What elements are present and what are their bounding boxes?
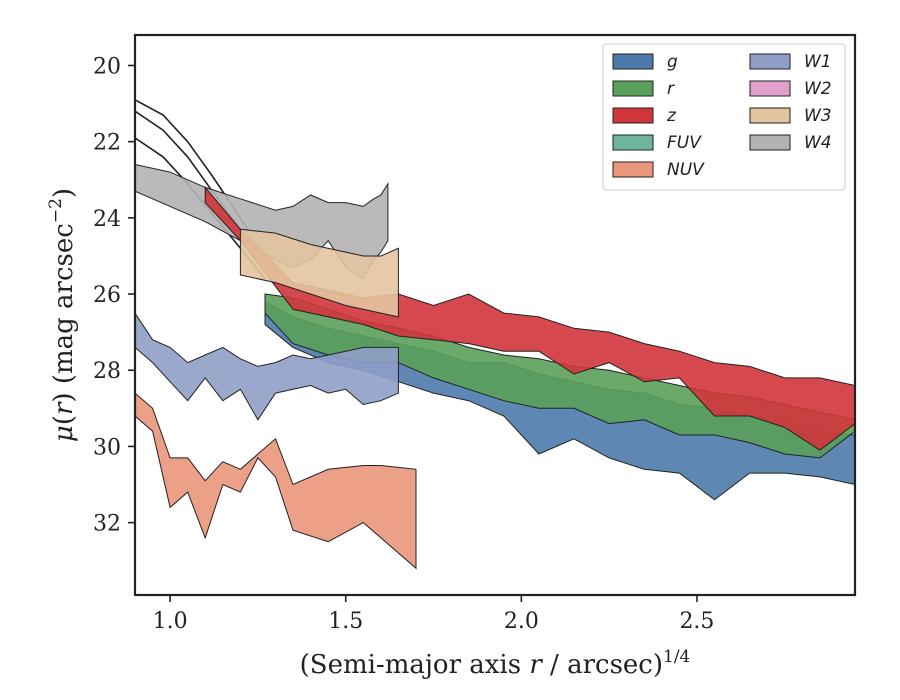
x-tick-label: 2.5 [679, 609, 714, 634]
legend-label-z: z [666, 106, 677, 126]
legend-label-w1: W1 [804, 52, 832, 72]
legend-label-nuv: NUV [667, 160, 705, 180]
y-tick-label: 32 [93, 512, 121, 537]
legend-swatch-g [612, 53, 654, 70]
legend-swatch-fuv [612, 134, 654, 151]
legend-label-fuv: FUV [667, 133, 702, 153]
band-z [204, 186, 855, 451]
y-tick-label: 26 [93, 283, 121, 308]
legend-swatch-w2 [749, 80, 791, 97]
x-tick-label: 1.0 [153, 609, 188, 634]
band-w3 [239, 228, 399, 318]
legend-swatch-z [612, 107, 654, 124]
legend-label-g: g [667, 52, 678, 72]
legend-swatch-w1 [749, 53, 791, 70]
legend-swatch-w3 [749, 107, 791, 124]
y-axis-title: μ(r) (mag arcsec−2) [46, 188, 79, 442]
plot-area [135, 99, 855, 570]
plot-frame [133, 33, 857, 597]
axis-ticks: 1.0 1.5 2.0 2.5 20 22 24 26 28 30 32 [93, 54, 714, 634]
y-tick-label: 24 [93, 207, 121, 232]
band-w1 [135, 312, 399, 421]
legend-swatch-nuv [612, 161, 654, 178]
legend: grz FUV NUV W1 W2 W3 W4 [602, 43, 846, 191]
x-tick-label: 1.5 [328, 609, 363, 634]
x-axis-title: (Semi-major axis r / arcsec)1/4 [300, 647, 691, 680]
band-nuv [135, 392, 417, 570]
legend-swatch-w4 [749, 134, 791, 151]
y-tick-label: 28 [93, 359, 121, 384]
y-tick-label: 30 [93, 435, 121, 460]
y-tick-label: 22 [93, 131, 121, 156]
axes-frame [133, 33, 857, 597]
y-tick-label: 20 [93, 54, 121, 79]
legend-label-r: r [667, 79, 675, 99]
legend-label-w4: W4 [804, 133, 832, 153]
x-tick-label: 2.0 [504, 609, 539, 634]
legend-label-w3: W3 [804, 106, 832, 126]
legend-label-w2: W2 [804, 79, 832, 99]
legend-swatch-r [612, 80, 654, 97]
